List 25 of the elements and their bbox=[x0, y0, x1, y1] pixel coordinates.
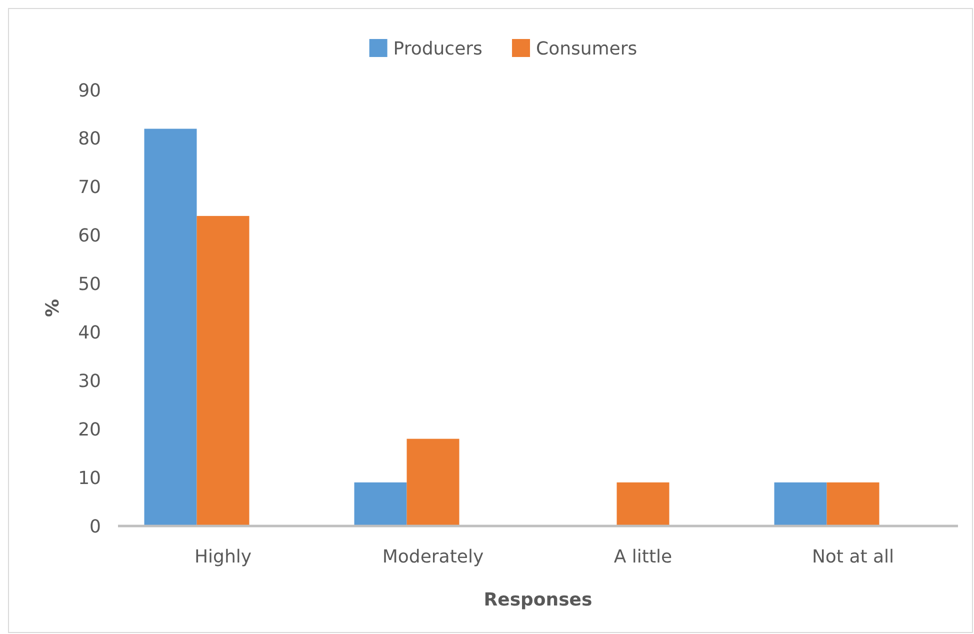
bar bbox=[774, 482, 827, 526]
y-tick-label: 60 bbox=[78, 226, 101, 247]
y-tick-label: 40 bbox=[78, 322, 101, 344]
x-axis-title: Responses bbox=[484, 589, 592, 610]
y-tick-label: 50 bbox=[78, 274, 101, 296]
bar bbox=[616, 482, 670, 526]
y-tick-label: 10 bbox=[78, 468, 101, 489]
bar bbox=[196, 216, 250, 526]
y-tick-label: 90 bbox=[78, 80, 101, 102]
y-tick-label: 70 bbox=[78, 177, 101, 198]
legend-label: Consumers bbox=[536, 38, 638, 60]
y-tick-label: 20 bbox=[78, 419, 101, 440]
bar bbox=[354, 482, 407, 526]
y-axis-title: % bbox=[42, 298, 64, 318]
y-tick-label: 0 bbox=[90, 516, 101, 538]
x-tick-label: Moderately bbox=[382, 546, 484, 568]
x-tick-label: Not at all bbox=[812, 546, 894, 568]
y-tick-label: 80 bbox=[78, 128, 101, 150]
bar bbox=[144, 128, 197, 526]
x-tick-label: Highly bbox=[194, 546, 252, 568]
x-tick-label: A little bbox=[614, 546, 672, 568]
bar bbox=[826, 482, 880, 526]
bar bbox=[406, 438, 460, 526]
legend-label: Producers bbox=[393, 38, 482, 60]
y-tick-label: 30 bbox=[78, 370, 101, 392]
